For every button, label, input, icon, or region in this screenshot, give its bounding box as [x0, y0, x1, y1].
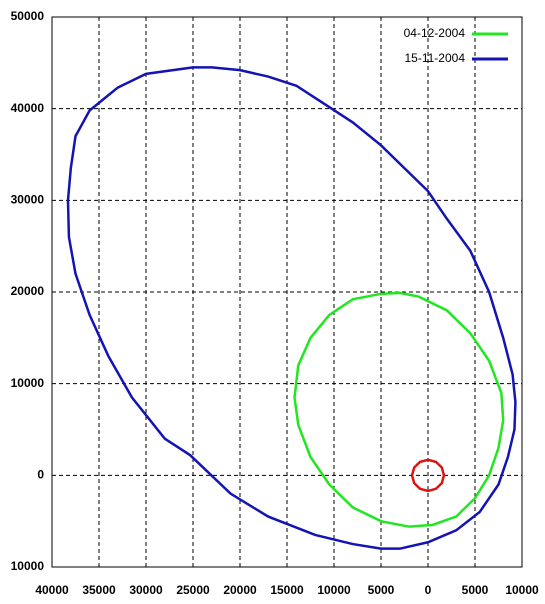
series-line: [410, 458, 446, 493]
x-tick-label: 5000: [368, 583, 395, 597]
y-tick-label: 10000: [11, 376, 45, 390]
x-tick-label: 5000: [462, 583, 489, 597]
y-tick-label: 40000: [11, 101, 45, 115]
x-tick-label: 10000: [505, 583, 539, 597]
x-tick-label: 0: [425, 583, 432, 597]
series-line: [293, 291, 505, 528]
y-tick-label: 30000: [11, 193, 45, 207]
y-tick-label: 0: [37, 468, 44, 482]
x-tick-label: 15000: [270, 583, 304, 597]
x-tick-label: 10000: [317, 583, 351, 597]
x-tick-label: 30000: [129, 583, 163, 597]
y-tick-label: 20000: [11, 284, 45, 298]
series-line: [66, 66, 517, 550]
legend-label: 04-12-2004: [404, 26, 466, 40]
x-tick-label: 40000: [35, 583, 69, 597]
x-tick-label: 20000: [223, 583, 257, 597]
y-tick-label: 50000: [11, 9, 45, 23]
legend-label: 15-11-2004: [405, 51, 466, 65]
x-tick-label: 25000: [176, 583, 210, 597]
y-tick-label: 10000: [11, 559, 45, 573]
x-tick-label: 35000: [82, 583, 116, 597]
